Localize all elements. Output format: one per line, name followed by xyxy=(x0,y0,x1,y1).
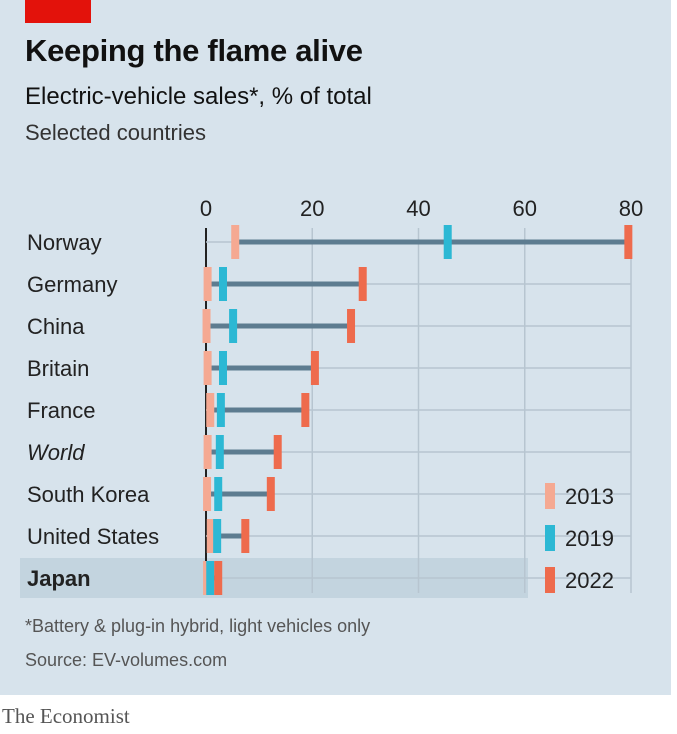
category-label: South Korea xyxy=(27,482,150,507)
legend-swatch-2022 xyxy=(545,567,555,593)
mark-2022-britain xyxy=(310,351,319,385)
mark-2019-norway xyxy=(443,225,452,259)
mark-2019-britain xyxy=(219,351,227,385)
category-label: Britain xyxy=(27,356,89,381)
x-tick-label: 80 xyxy=(619,196,643,221)
mark-2019-united-states xyxy=(213,519,222,553)
category-label: Norway xyxy=(27,230,102,255)
mark-2013-britain xyxy=(203,351,212,385)
mark-2022-japan xyxy=(214,561,223,595)
x-tick-label: 60 xyxy=(513,196,537,221)
mark-2019-france xyxy=(216,393,225,427)
mark-2022-united-states xyxy=(241,519,250,553)
mark-2013-norway xyxy=(231,225,240,259)
mark-2019-japan xyxy=(206,561,215,595)
mark-2022-norway xyxy=(624,225,633,259)
footnote: *Battery & plug-in hybrid, light vehicle… xyxy=(25,616,371,636)
category-label: World xyxy=(27,440,85,465)
category-label: France xyxy=(27,398,95,423)
mark-2019-world xyxy=(215,435,224,469)
x-tick-label: 20 xyxy=(300,196,324,221)
chart-title: Keeping the flame alive xyxy=(25,33,363,68)
source-note: Source: EV-volumes.com xyxy=(25,650,228,670)
mark-2019-china xyxy=(229,309,238,343)
legend-label-2022: 2022 xyxy=(565,568,614,593)
legend-swatch-2013 xyxy=(545,483,555,509)
publisher-logo: The Economist xyxy=(2,704,130,728)
mark-2013-world xyxy=(203,435,212,469)
mark-2022-germany xyxy=(358,267,367,301)
x-tick-label: 40 xyxy=(406,196,430,221)
legend-swatch-2019 xyxy=(545,525,555,551)
category-label: Japan xyxy=(27,566,91,591)
mark-2022-south-korea xyxy=(266,477,275,511)
category-label: China xyxy=(27,314,85,339)
mark-2022-china xyxy=(347,309,356,343)
brand-red-tag xyxy=(25,0,91,23)
mark-2013-germany xyxy=(203,267,212,301)
mark-2022-world xyxy=(273,435,282,469)
category-label: Germany xyxy=(27,272,117,297)
mark-2013-france xyxy=(206,393,215,427)
mark-2013-south-korea xyxy=(203,477,212,511)
legend-label-2013: 2013 xyxy=(565,484,614,509)
x-tick-label: 0 xyxy=(200,196,212,221)
mark-2019-germany xyxy=(219,267,227,301)
category-label: United States xyxy=(27,524,159,549)
chart-subtitle: Electric-vehicle sales*, % of total xyxy=(25,83,372,110)
mark-2013-united-states xyxy=(206,519,215,553)
mark-2019-south-korea xyxy=(214,477,223,511)
mark-2022-france xyxy=(301,393,310,427)
chart-subsubtitle: Selected countries xyxy=(25,120,206,145)
mark-2013-china xyxy=(202,309,211,343)
legend-label-2019: 2019 xyxy=(565,526,614,551)
